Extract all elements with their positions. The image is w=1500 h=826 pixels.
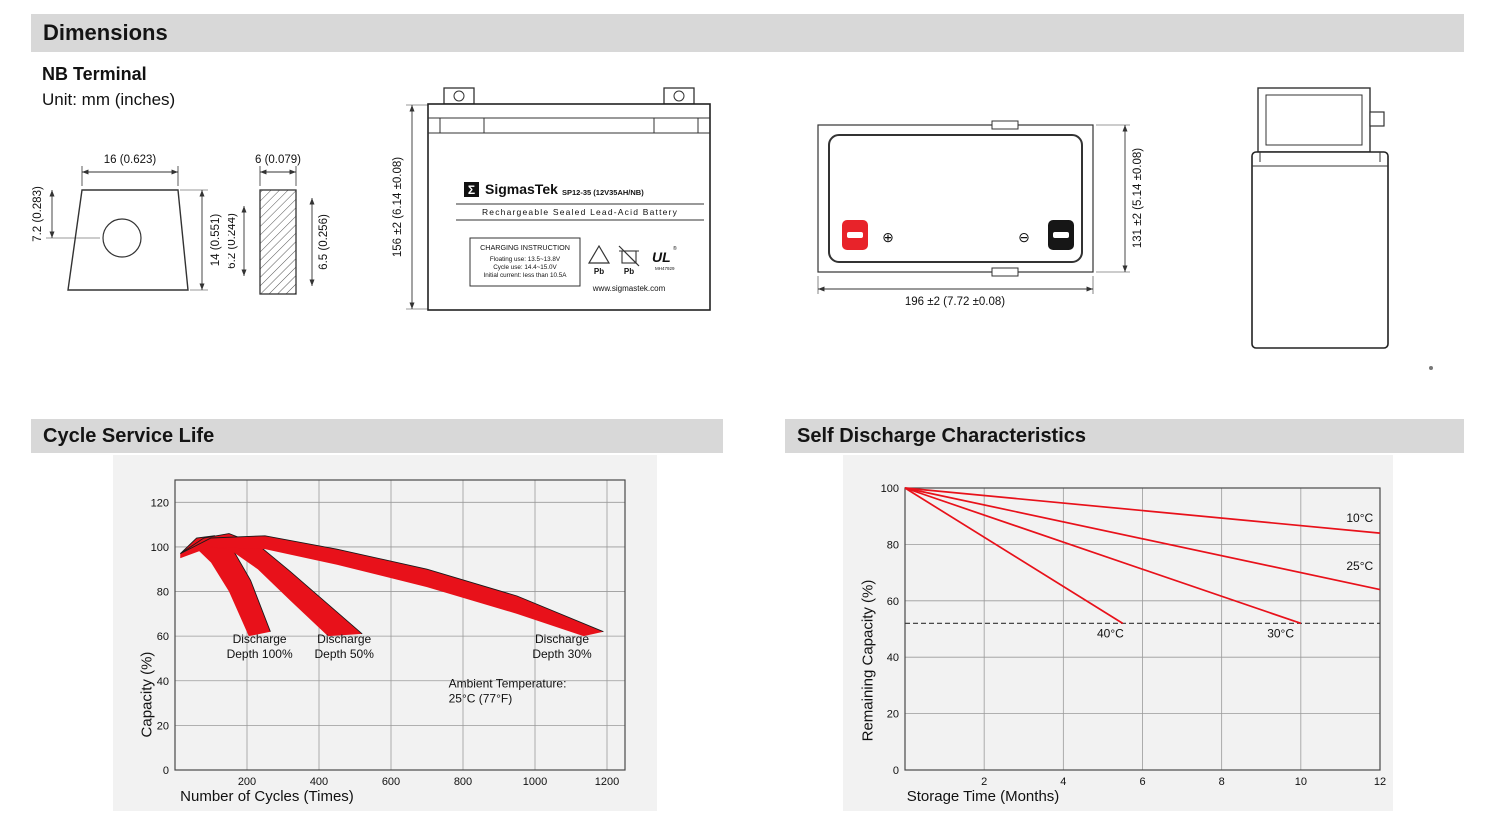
ul-file-code: MH47929: [655, 266, 675, 271]
no-trash-icon: [618, 245, 640, 267]
svg-text:Depth 30%: Depth 30%: [532, 647, 592, 661]
sigma-glyph: Σ: [468, 183, 475, 197]
svg-text:60: 60: [157, 631, 169, 643]
svg-text:600: 600: [382, 776, 400, 788]
svg-text:20: 20: [887, 709, 899, 721]
recycle-icon: [587, 244, 611, 264]
nb-terminal-left-hole: [453, 90, 465, 102]
decorative-dot: [1429, 366, 1433, 370]
svg-text:30°C: 30°C: [1267, 626, 1294, 640]
svg-text:800: 800: [454, 776, 472, 788]
svg-text:400: 400: [310, 776, 328, 788]
self-discharge-chart: 2 4 6 8 10 12 0 20 40 60 80 100 10°C 25°C 40°C 30°C: [881, 483, 1386, 788]
terminal-front-drawing: 16 (0.623) 7.2 (0.283) 14 (0.551): [32, 154, 222, 291]
terminal-upper-height-label: 7.2 (0.283): [32, 186, 44, 242]
dimensions-section-header: Dimensions: [31, 14, 1464, 52]
unit-note: Unit: mm (inches): [42, 90, 176, 109]
nb-terminal-right-hole: [673, 90, 685, 102]
svg-text:0: 0: [163, 765, 169, 777]
charging-instruction-box: [469, 237, 581, 287]
svg-text:Depth 100%: Depth 100%: [227, 647, 293, 661]
self-discharge-ylabel: Remaining Capacity (%): [859, 579, 877, 742]
top-view-lid: [828, 134, 1083, 263]
svg-text:10°C: 10°C: [1346, 511, 1373, 525]
svg-text:100: 100: [881, 483, 899, 495]
nb-terminal-title: NB Terminal: [42, 64, 147, 84]
ul-registered-symbol: ®: [673, 245, 677, 252]
terminal-side-inner-label: 6.2 (0.244): [228, 213, 238, 269]
svg-text:6: 6: [1139, 776, 1145, 788]
svg-text:1200: 1200: [595, 776, 619, 788]
battery-case: [427, 103, 711, 311]
pb-label-2: Pb: [624, 267, 634, 276]
svg-text:100: 100: [151, 542, 169, 554]
svg-text:8: 8: [1219, 776, 1225, 788]
svg-text:40°C: 40°C: [1097, 626, 1124, 640]
self-discharge-header: Self Discharge Characteristics: [785, 419, 1464, 453]
terminal-side-outer-label: 6.5 (0.256): [318, 214, 330, 270]
cycle-chart-panel: [113, 455, 657, 811]
positive-terminal-slot: [847, 232, 863, 238]
svg-text:80: 80: [887, 539, 899, 551]
cycle-chart-ylabel: Capacity (%): [138, 651, 156, 738]
cycle-service-life-header: Cycle Service Life: [31, 419, 723, 453]
pb-label-1: Pb: [594, 267, 604, 276]
battery-height-label: 156 ±2 (6.14 ±0.08): [392, 157, 404, 257]
svg-text:200: 200: [238, 776, 256, 788]
svg-text:25°C: 25°C: [1346, 559, 1373, 573]
battery-type-line: Rechargeable Sealed Lead-Acid Battery: [482, 207, 678, 217]
negative-symbol: ⊖: [1018, 229, 1030, 245]
cycle-chart-xlabel: Number of Cycles (Times): [180, 788, 354, 805]
sigmastek-logo-icon: [464, 182, 479, 197]
battery-top-view-drawing: ⊕ ⊖ 196 ±2 (7.72 ±0.08) 131 ±2 (5.14 ±0.…: [817, 120, 1144, 308]
terminal-bolt-hole: [102, 218, 142, 258]
svg-text:10: 10: [1295, 776, 1307, 788]
battery-front-view-drawing: 156 ±2 (6.14 ±0.08) Σ SigmasTek SP12-35 …: [392, 87, 711, 311]
brand-name: SigmasTek: [485, 181, 558, 197]
side-view-cap-inner: [1265, 94, 1363, 146]
svg-text:12: 12: [1374, 776, 1386, 788]
svg-text:60: 60: [887, 596, 899, 608]
side-view-case: [1251, 151, 1389, 349]
svg-text:40: 40: [157, 676, 169, 688]
charging-title: CHARGING INSTRUCTION: [480, 243, 570, 252]
terminal-side-width-label: 6 (0.079): [255, 154, 301, 166]
top-tab: [991, 120, 1019, 130]
svg-text:25°C (77°F): 25°C (77°F): [449, 691, 513, 705]
svg-text:0: 0: [893, 765, 899, 777]
svg-text:1000: 1000: [523, 776, 547, 788]
svg-text:120: 120: [151, 497, 169, 509]
svg-text:2: 2: [981, 776, 987, 788]
svg-text:Ambient Temperature:: Ambient Temperature:: [449, 676, 567, 690]
top-view-depth-label: 131 ±2 (5.14 ±0.08): [1132, 148, 1144, 248]
charging-line-3: Initial current: less than 10.5A: [484, 272, 568, 279]
top-view-width-label: 196 ±2 (7.72 ±0.08): [905, 296, 1005, 308]
terminal-side-drawing: 6 (0.079) 6.2 (0.244) 6.5 (0.256): [228, 154, 330, 295]
bottom-tab: [991, 267, 1019, 277]
self-discharge-chart-panel: [843, 455, 1393, 811]
svg-text:20: 20: [157, 720, 169, 732]
battery-side-view-drawing: [1251, 87, 1389, 349]
svg-text:4: 4: [1060, 776, 1066, 788]
model-number: SP12-35 (12V35AH/NB): [562, 188, 644, 197]
self-discharge-xlabel: Storage Time (Months): [906, 788, 1060, 805]
charging-line-2: Cycle use: 14.4~15.0V: [493, 264, 557, 271]
svg-text:Discharge: Discharge: [233, 632, 287, 646]
website-text: www.sigmastek.com: [592, 284, 666, 293]
cycle-service-life-chart: 200 400 600 800 1000 1200 0 20 40 60 80 100 120 Disch…: [151, 479, 626, 788]
positive-symbol: ⊕: [882, 229, 894, 245]
terminal-width-label: 16 (0.623): [104, 154, 157, 166]
svg-text:80: 80: [157, 587, 169, 599]
side-view-terminal-nub: [1369, 111, 1385, 127]
svg-text:Depth 50%: Depth 50%: [315, 647, 375, 661]
terminal-full-height-label: 14 (0.551): [210, 214, 222, 267]
svg-text:Discharge: Discharge: [317, 632, 371, 646]
negative-terminal-slot: [1053, 232, 1069, 238]
svg-text:Discharge: Discharge: [535, 632, 589, 646]
terminal-section-shape: [259, 189, 297, 295]
ul-mark-icon: UL: [652, 249, 671, 265]
svg-text:40: 40: [887, 652, 899, 664]
charging-line-1: Floating use: 13.5~13.8V: [490, 256, 561, 263]
